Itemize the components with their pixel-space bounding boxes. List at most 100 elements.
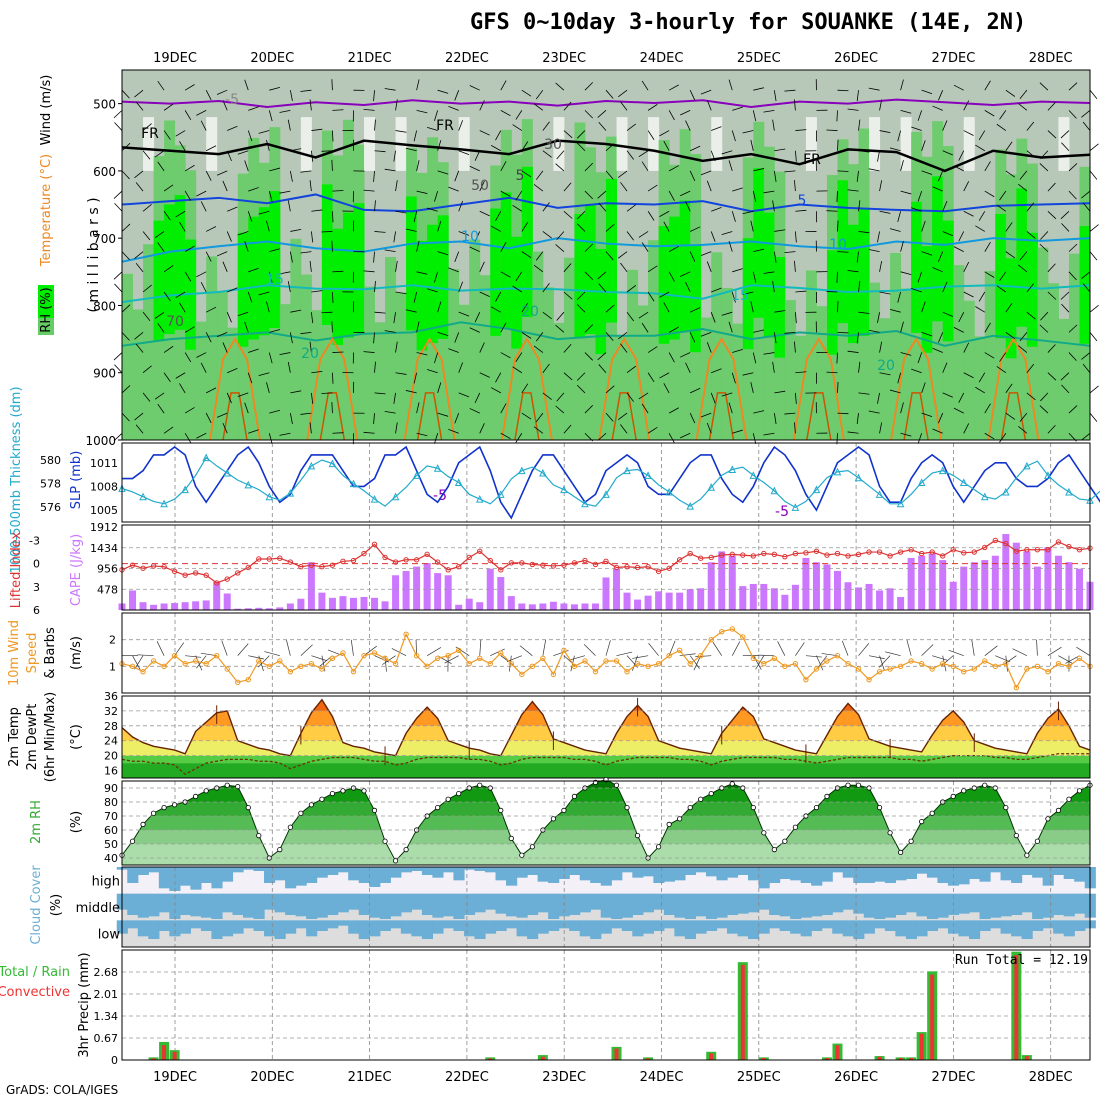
rh-cell [1058,318,1070,440]
wind-barb [1019,89,1028,99]
rh-dry-cell [364,117,376,171]
wind-barb [647,265,658,273]
wind-barb [533,184,544,192]
surface-wind-barb [948,649,964,656]
wind-barb [668,190,675,201]
cloud-cell [790,867,802,881]
wind-speed-marker [676,647,683,654]
cloud-cell [937,893,949,918]
cloud-cell [243,867,255,870]
lifted-index-marker [624,564,630,570]
wind-barb [1026,231,1036,239]
rh-cell [816,306,828,440]
wind-barb [1026,311,1036,320]
wind-barb [784,89,796,92]
wind-barb [300,412,312,415]
wind-barb [384,410,396,414]
lifted-index-marker [340,558,346,565]
cape-bar [507,596,515,610]
surface-wind-barb [632,655,649,659]
cloud-cell [179,867,191,886]
isotherm-minus5 [121,98,1091,109]
wind-barb [479,291,490,298]
wind-barb [1040,392,1049,402]
cloud-cell [169,867,181,891]
cloud-cell [1021,920,1033,939]
wind-barb [774,390,786,394]
wind-speed-marker [329,655,336,662]
rh-saturated-cell [321,184,333,325]
precip-tick-label: 2.68 [94,966,119,979]
wind-barb [690,387,701,394]
lifted-index-marker [645,564,651,570]
thickness-marker [202,453,210,462]
rh-marker [845,782,851,788]
wind-barb [479,210,490,217]
lifted-index-marker [519,560,525,566]
wind-barb [332,109,344,111]
cloud-cell [1053,920,1065,934]
cloud-cell [432,867,444,878]
wind-barb [437,412,449,417]
surface-wind-barb [506,655,522,662]
cloud-cell [316,920,328,931]
wind-barb [1068,190,1077,200]
cloud-cell [990,867,1002,873]
cloud-frame [121,866,1091,948]
cloud-cell [958,867,970,885]
rh-marker [908,838,914,844]
wind-barb [175,291,186,299]
wind-barb [416,109,428,114]
wind-barb [311,290,323,293]
wind-barb [668,326,679,333]
precip-axis-label: 3hr Precip (mm) [77,952,92,1057]
wind-barb [416,432,428,437]
wind-barb [742,210,754,215]
wind-barb [689,90,696,101]
wind-barb [647,426,658,434]
wind-barb [706,99,712,111]
cloud-cell [421,893,433,915]
cape-bar [665,592,673,610]
wind-barb [500,322,507,333]
wind-speed-marker [361,652,367,659]
wind-barb [542,363,550,373]
thickness-marker [581,499,589,508]
wind-barb [266,139,270,151]
rh-marker [1034,838,1040,844]
cloud-cell [979,920,991,931]
cloud-cell [800,920,812,937]
rh-dry-cell [1058,117,1070,171]
contour-label: 15 [731,288,749,304]
wind-barb [996,123,1007,131]
wind-barb [984,432,995,440]
cape-bar [855,587,863,610]
wind-barb [184,433,192,443]
wind-barb [474,312,481,323]
wind-barb [373,251,375,263]
wind-barb [300,170,312,173]
wind-barb [576,291,586,301]
wind-barb [1089,304,1099,313]
cloud-cell [874,867,886,882]
wind-barb [163,426,174,434]
rh-cell [542,287,554,440]
wind-speed-marker [1076,655,1083,662]
wind-barb [248,267,259,273]
cloud-cell [884,920,896,931]
cloud-cell [748,867,760,881]
rh-cell [479,275,491,440]
wind-barb [584,243,594,252]
wind-barb [774,229,786,232]
wind-barb [1026,392,1036,401]
wind-barb [563,263,572,273]
cloud-cell [990,893,1002,918]
wind-barb [868,249,880,253]
rh-cell [195,321,207,440]
wind-speed-marker [592,668,599,675]
wind-barb [999,352,1007,362]
wind-speed-marker [277,658,283,664]
wind-barb [900,321,904,333]
rh-units-label: (%) [69,811,84,834]
wind-barb [680,432,691,439]
